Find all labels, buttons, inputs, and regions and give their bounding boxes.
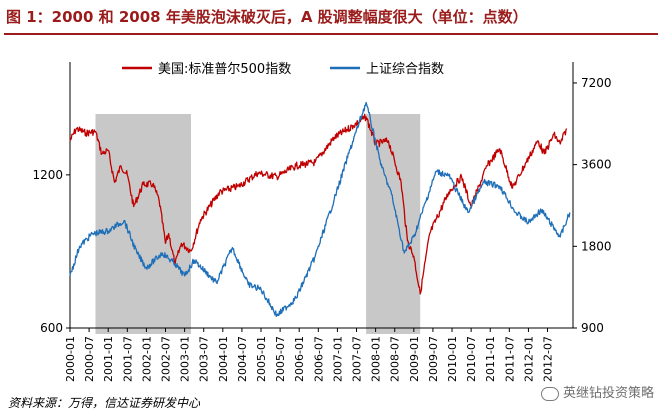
x-tick-label: 2004-01 [217, 336, 230, 382]
x-tick-label: 2004-07 [236, 336, 249, 382]
shaded-period [366, 114, 421, 334]
watermark: 英继钻投资策略 [540, 382, 654, 401]
series-line-1 [69, 113, 568, 295]
x-tick-label: 2010-01 [446, 336, 459, 382]
legend: 美国:标准普尔500指数 上证综合指数 [122, 62, 444, 77]
legend-label-1: 美国:标准普尔500指数 [158, 62, 291, 77]
x-tick-label: 2003-07 [198, 336, 211, 382]
x-tick-label: 2008-07 [389, 336, 402, 382]
series-line-2 [69, 101, 571, 318]
right-tick-label: 1800 [581, 239, 612, 253]
x-tick-label: 2010-07 [465, 336, 478, 382]
x-tick-label: 2012-01 [522, 336, 535, 382]
title-rule [4, 33, 658, 35]
x-tick-label: 2001-01 [102, 336, 115, 382]
x-tick-label: 2006-01 [293, 336, 306, 382]
x-tick-label: 2001-07 [121, 336, 134, 382]
x-tick-label: 2009-07 [427, 336, 440, 382]
chart-title: 图 1：2000 和 2008 年美股泡沫破灭后，A 股调整幅度很大（单位：点数… [6, 8, 528, 26]
x-tick-label: 2007-07 [351, 336, 364, 382]
shaded-period [95, 114, 191, 334]
x-tick-label: 2009-01 [408, 336, 421, 382]
chart-axes: 600 1200 900 1800 3600 7200 [32, 62, 612, 335]
x-tick-label: 2003-01 [179, 336, 192, 382]
x-tick-label: 2007-01 [331, 336, 344, 382]
left-tick-label: 1200 [32, 168, 63, 182]
x-axis-ticks: 2000-01 2000-07 2001-01 2001-07 2002-01 2002-… [64, 328, 555, 382]
right-tick-label: 900 [581, 321, 604, 335]
x-tick-label: 2012-07 [542, 336, 555, 382]
x-tick-label: 2002-01 [140, 336, 153, 382]
x-tick-label: 2011-01 [484, 336, 497, 382]
wechat-icon [540, 386, 559, 401]
x-tick-label: 2006-07 [312, 336, 325, 382]
x-tick-label: 2000-07 [83, 336, 96, 382]
series-lines [69, 101, 571, 318]
right-tick-label: 7200 [581, 76, 612, 90]
right-tick-label: 3600 [581, 158, 612, 172]
x-tick-label: 2011-07 [503, 336, 516, 382]
shaded-periods [95, 114, 421, 334]
watermark-text: 英继钻投资策略 [562, 386, 654, 401]
left-tick-label: 600 [40, 321, 63, 335]
x-tick-label: 2005-07 [274, 336, 287, 382]
x-tick-label: 2000-01 [64, 336, 77, 382]
legend-label-2: 上证综合指数 [366, 62, 444, 77]
x-tick-label: 2002-07 [160, 336, 173, 382]
x-tick-label: 2005-01 [255, 336, 268, 382]
x-tick-label: 2008-01 [370, 336, 383, 382]
source-note: 资料来源：万得，信达证券研发中心 [8, 396, 201, 410]
